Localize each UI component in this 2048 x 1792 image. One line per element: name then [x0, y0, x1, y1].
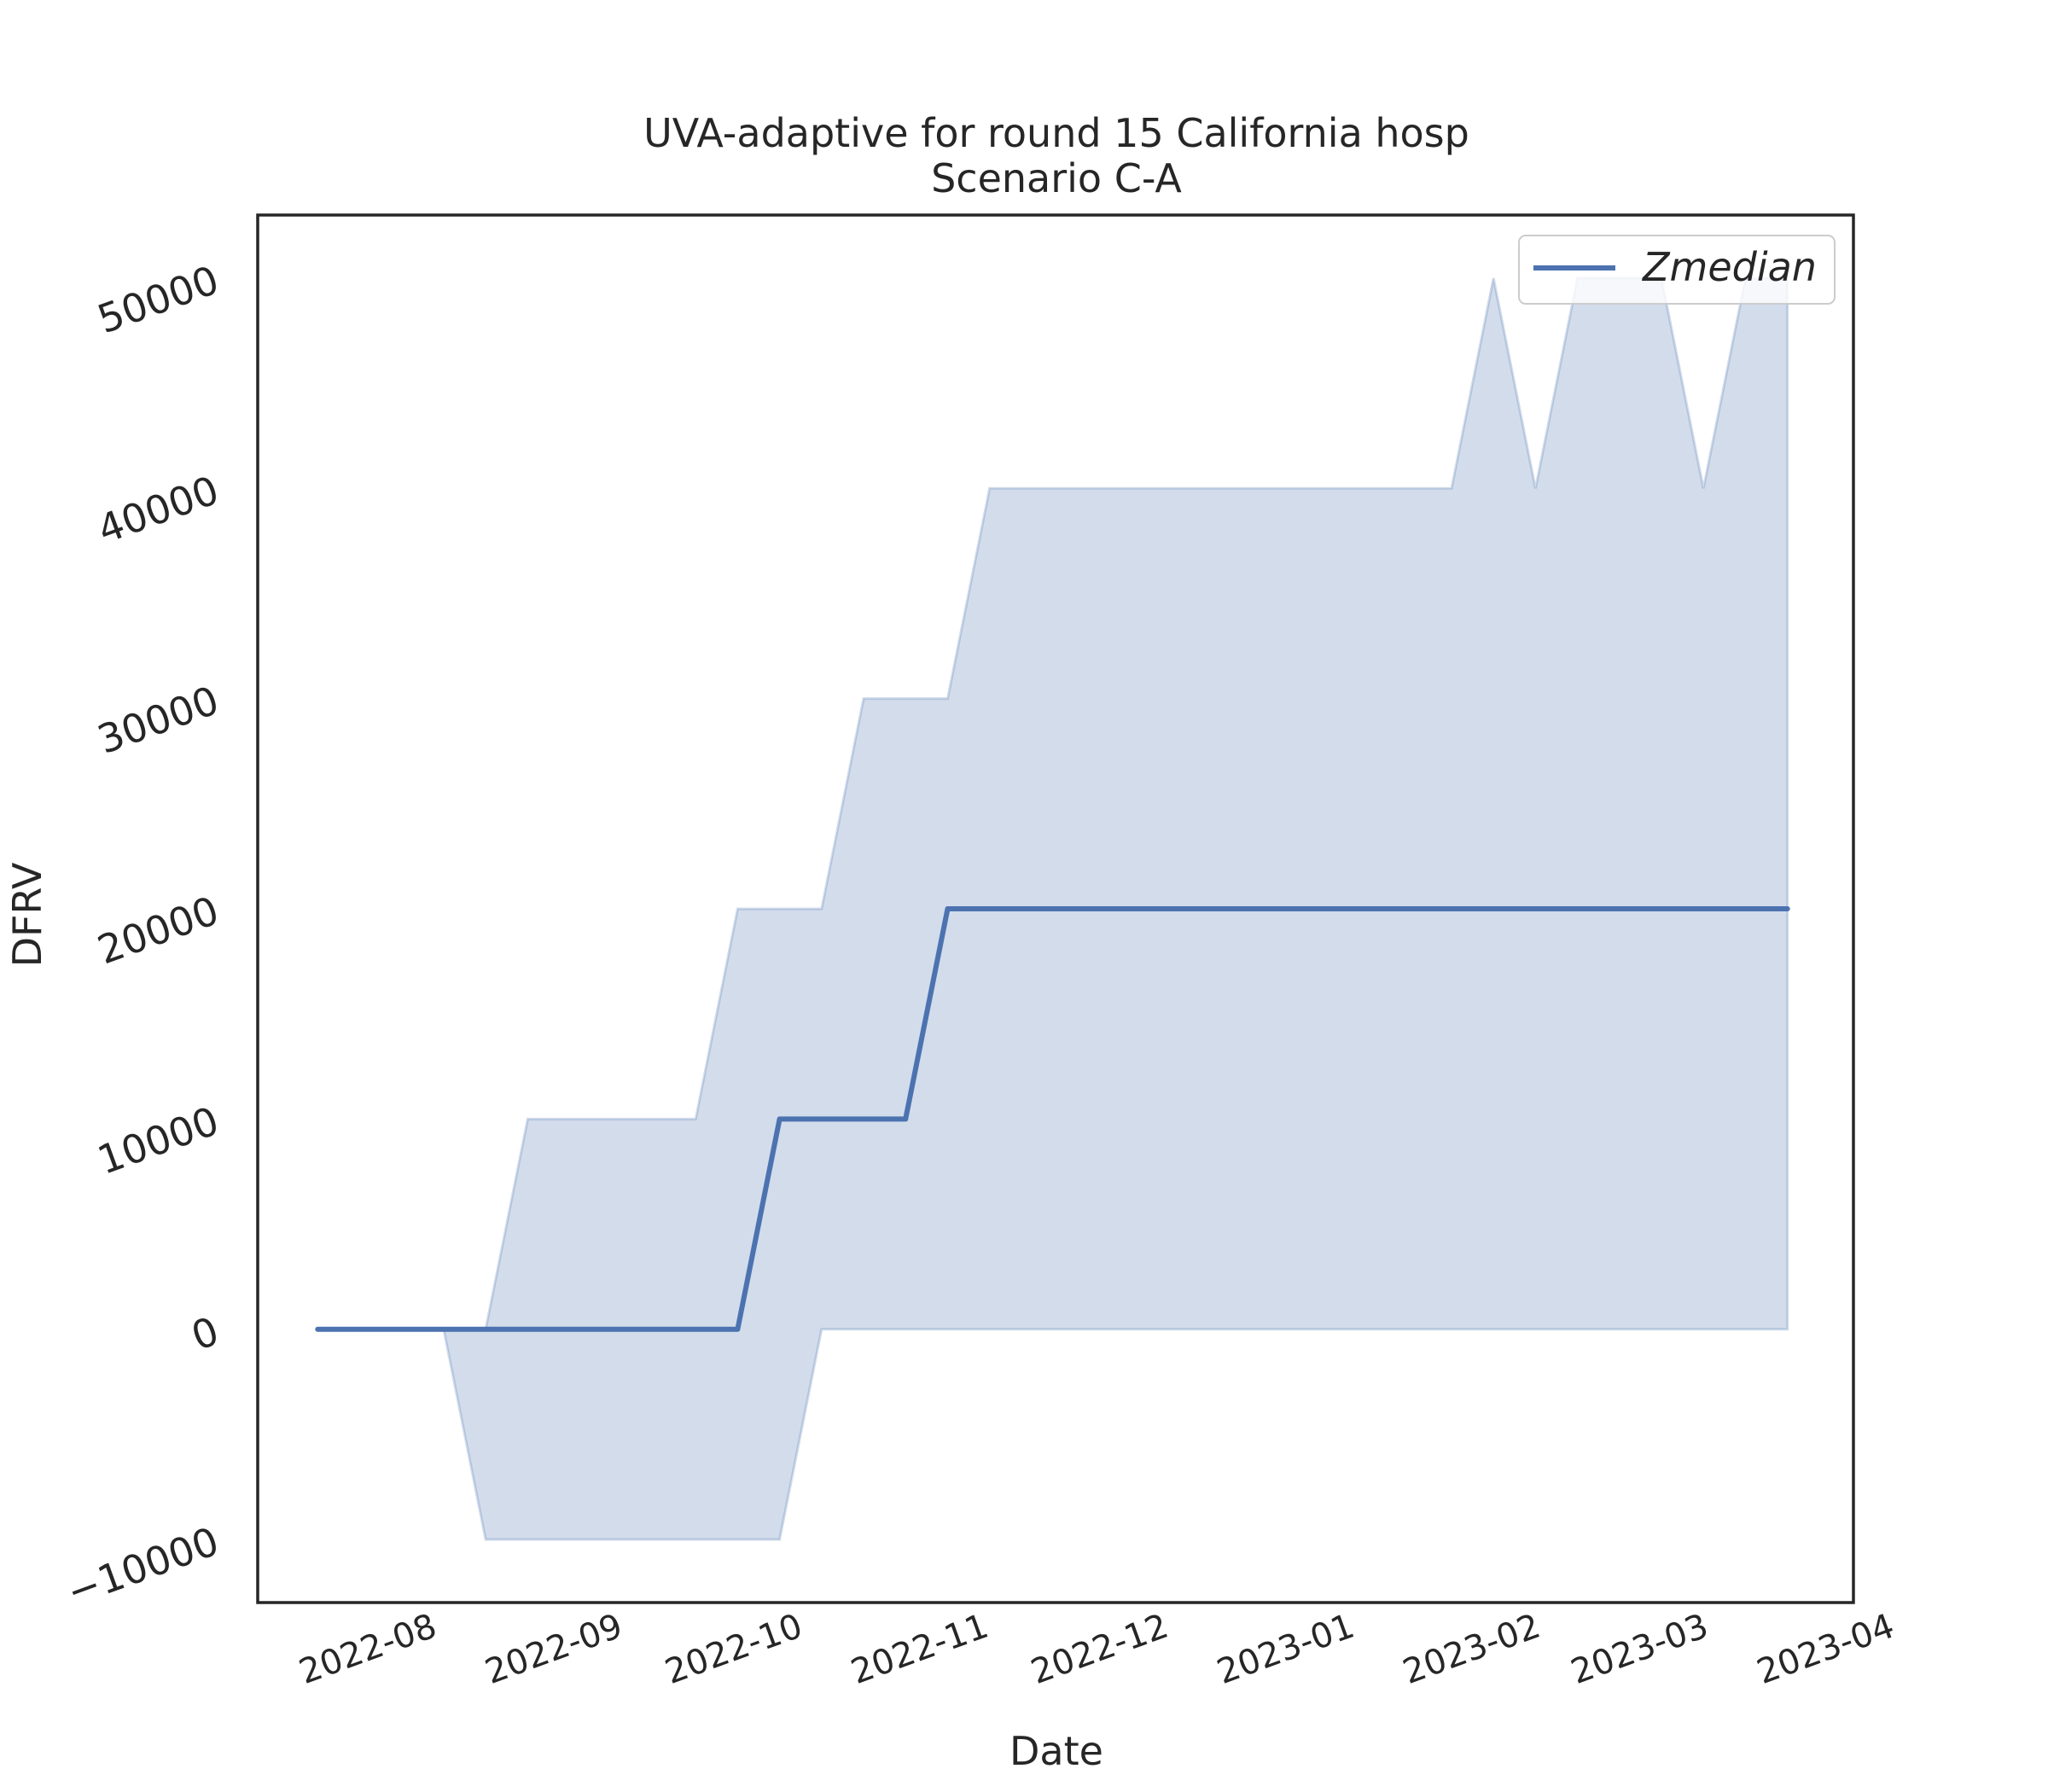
y-tick-label: 50000 — [91, 257, 224, 343]
x-tick-label: 2022-08 — [294, 1607, 442, 1692]
x-tick-label: 2023-03 — [1566, 1607, 1713, 1692]
x-tick-label: 2022-10 — [660, 1607, 808, 1692]
x-axis-label: Date — [1009, 1728, 1103, 1774]
x-tick-label: 2023-01 — [1212, 1607, 1359, 1692]
plot-frame — [256, 213, 1855, 1604]
legend-label-zmedian: Zmedian — [1641, 244, 1817, 290]
y-tick-label: 40000 — [91, 467, 224, 553]
chart-title: UVA-adaptive for round 15 California hos… — [643, 110, 1469, 156]
x-tick-label: 2023-02 — [1398, 1607, 1545, 1692]
series-line-zmedian — [315, 906, 1790, 1332]
median-line-layer — [315, 906, 1790, 1332]
y-tick-label: 0 — [185, 1307, 224, 1359]
chart-subtitle: Scenario C-A — [931, 155, 1182, 201]
y-tick-label: −10000 — [61, 1518, 224, 1615]
y-tick-label: 10000 — [91, 1097, 224, 1184]
x-tick-labels: 2022-08 2022-09 2022-10 2022-11 2022-12 2023-… — [294, 1607, 1900, 1692]
x-tick-label: 2023-04 — [1752, 1607, 1900, 1692]
y-tick-labels: −10000 0 10000 20000 30000 40000 50000 — [61, 257, 224, 1615]
x-tick-label: 2022-12 — [1026, 1607, 1173, 1692]
legend: Zmedian — [1518, 235, 1836, 305]
x-tick-label: 2022-11 — [846, 1607, 993, 1692]
y-tick-label: 20000 — [91, 887, 224, 974]
legend-box — [1518, 235, 1836, 305]
y-axis-label: DFRV — [4, 862, 50, 967]
y-tick-label: 30000 — [91, 677, 224, 763]
x-tick-label: 2022-09 — [480, 1607, 628, 1692]
